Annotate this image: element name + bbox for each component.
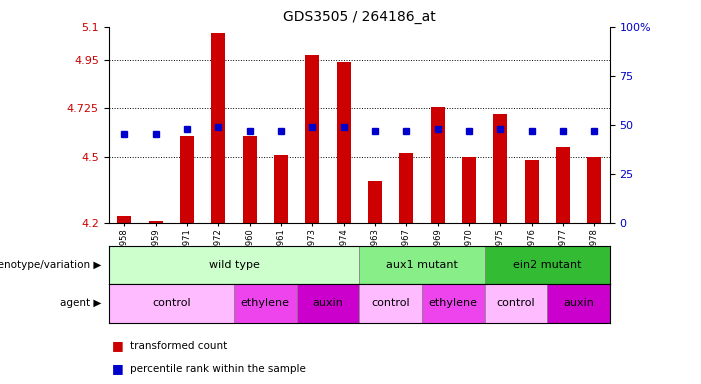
Text: percentile rank within the sample: percentile rank within the sample [130,364,306,374]
Text: ■: ■ [112,362,124,375]
Bar [117,216,131,223]
Bar [484,284,547,323]
Text: control: control [152,298,191,308]
Bar [305,55,320,223]
Bar [422,284,484,323]
Bar [109,246,360,284]
Text: control: control [372,298,410,308]
Title: GDS3505 / 264186_at: GDS3505 / 264186_at [283,10,435,25]
Bar [211,33,225,223]
Bar [243,136,257,223]
Text: auxin: auxin [313,298,343,308]
Bar [556,147,570,223]
Text: aux1 mutant: aux1 mutant [386,260,458,270]
Text: auxin: auxin [563,298,594,308]
Bar [494,114,508,223]
Text: genotype/variation ▶: genotype/variation ▶ [0,260,102,270]
Bar [524,160,538,223]
Bar [360,246,484,284]
Bar [109,284,234,323]
Text: transformed count: transformed count [130,341,227,351]
Bar [484,246,610,284]
Text: wild type: wild type [208,260,259,270]
Bar [462,157,476,223]
Text: ethylene: ethylene [240,298,290,308]
Text: ein2 mutant: ein2 mutant [513,260,581,270]
Bar [360,284,422,323]
Bar [587,157,601,223]
Text: agent ▶: agent ▶ [60,298,102,308]
Bar [368,181,382,223]
Text: control: control [496,298,535,308]
Bar [149,220,163,223]
Text: ethylene: ethylene [429,298,478,308]
Bar [234,284,297,323]
Bar [547,284,610,323]
Bar [399,153,414,223]
Bar [336,62,350,223]
Bar [180,136,194,223]
Bar [297,284,360,323]
Bar [274,155,288,223]
Text: ■: ■ [112,339,124,352]
Bar [430,108,444,223]
